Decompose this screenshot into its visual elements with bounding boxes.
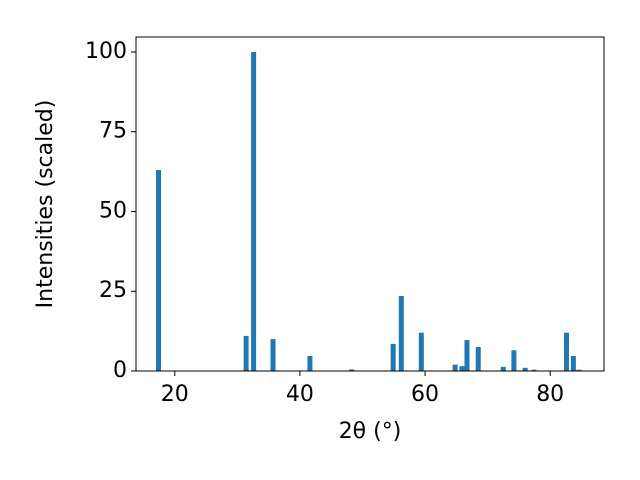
bar xyxy=(452,364,458,371)
x-tick-label: 20 xyxy=(161,382,189,407)
bar xyxy=(390,343,396,371)
bar xyxy=(459,366,465,371)
bar xyxy=(307,356,313,371)
bar xyxy=(243,335,249,371)
y-axis-label: Intensities (scaled) xyxy=(33,100,58,309)
y-tick-label: 25 xyxy=(99,278,127,303)
plot-frame xyxy=(135,36,605,372)
bar xyxy=(570,356,576,371)
bar xyxy=(251,51,257,371)
y-tick-label: 50 xyxy=(99,198,127,223)
x-tick-label: 40 xyxy=(286,382,314,407)
bar xyxy=(576,369,582,371)
bar xyxy=(563,332,569,371)
bar xyxy=(531,369,537,371)
bar xyxy=(511,350,517,371)
x-tick-label: 80 xyxy=(536,382,564,407)
bar xyxy=(418,332,424,371)
bar xyxy=(156,170,162,371)
y-tick-label: 100 xyxy=(85,39,127,64)
bar xyxy=(522,367,528,371)
x-tick-label: 60 xyxy=(411,382,439,407)
x-axis-label: 2θ (°) xyxy=(339,419,402,444)
bar xyxy=(270,339,276,371)
y-tick-label: 0 xyxy=(113,358,127,383)
bar xyxy=(349,369,355,371)
bar xyxy=(475,347,481,371)
y-tick-label: 75 xyxy=(99,119,127,144)
bar xyxy=(464,340,470,371)
bar xyxy=(398,296,404,371)
bar xyxy=(500,366,506,371)
